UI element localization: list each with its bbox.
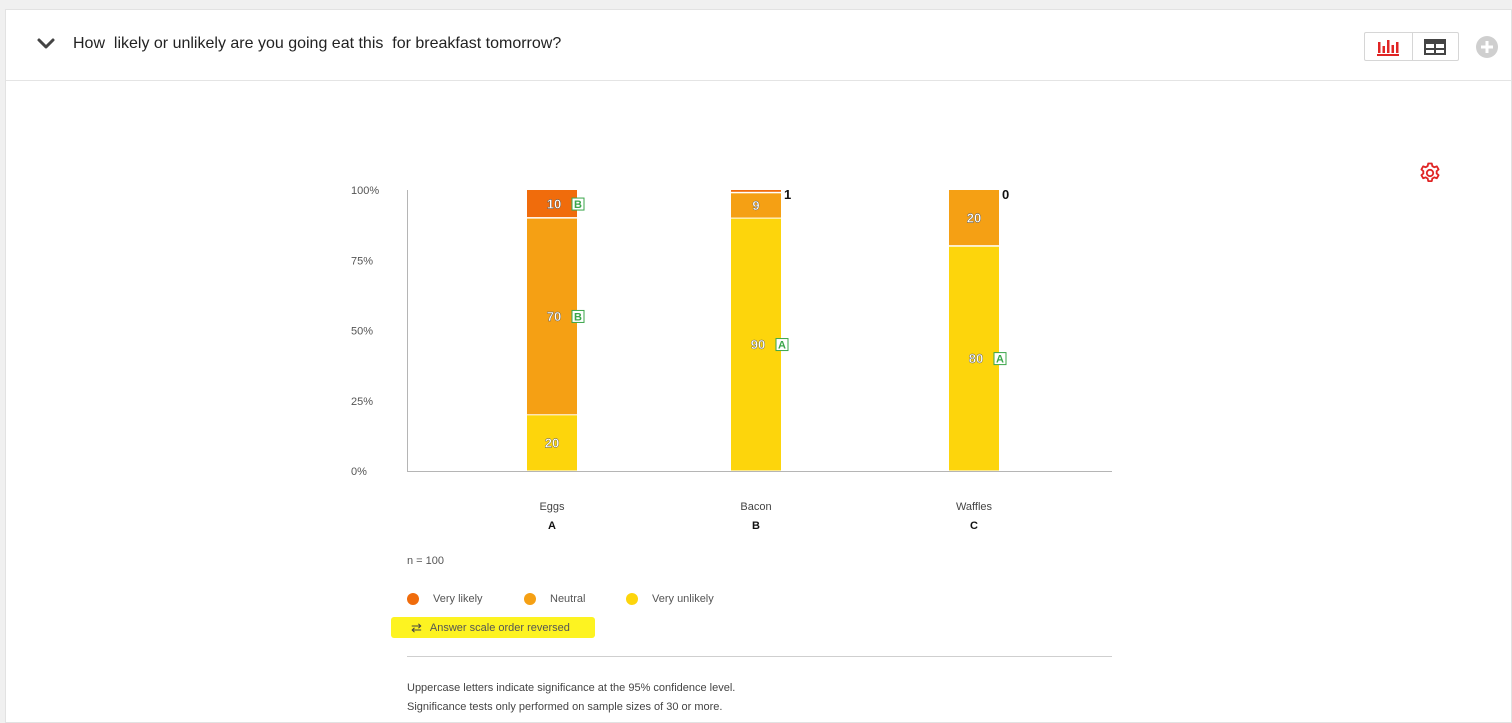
footnote-sample-size: Significance tests only performed on sam…	[407, 701, 723, 713]
bar-segment	[731, 193, 781, 218]
x-category-letter: A	[548, 520, 556, 532]
bar-segment	[527, 415, 577, 471]
data-label: 90	[751, 337, 765, 352]
bar-segment	[527, 218, 577, 415]
table-view-button[interactable]	[1411, 33, 1459, 60]
significance-letter: A	[996, 354, 1004, 366]
bar-segment	[731, 190, 781, 192]
question-card: How likely or unlikely are you going eat…	[5, 9, 1512, 723]
data-label: 0	[1002, 187, 1009, 202]
plus-circle-icon[interactable]	[1475, 35, 1499, 59]
y-tick-label: 50%	[351, 326, 373, 338]
x-category-letter: C	[970, 520, 978, 532]
significance-badge	[775, 338, 789, 352]
legend-label-neutral: Neutral	[550, 593, 586, 605]
significance-badge	[993, 352, 1007, 366]
y-tick-label: 0%	[351, 466, 367, 478]
y-tick-label: 100%	[351, 185, 379, 197]
x-category-label: Eggs	[539, 501, 565, 513]
card-header: How likely or unlikely are you going eat…	[6, 10, 1511, 81]
stacked-bar-chart: 0% 25% 50% 75% 100% 20 70 B 10 B Eggs A 90 A 9 1 Bacon B 8…	[351, 185, 1112, 532]
divider	[407, 656, 1112, 657]
bar-chart-icon	[1377, 39, 1400, 56]
legend-dot-very-likely	[407, 593, 419, 605]
reversed-note-label: Answer scale order reversed	[429, 621, 570, 634]
legend-dot-very-unlikely	[626, 593, 638, 605]
y-tick-label: 75%	[351, 255, 373, 267]
table-icon	[1424, 38, 1447, 55]
answer-scale-reversed-note[interactable]: ⇄ Answer scale order reversed	[391, 617, 595, 638]
data-label: 9	[752, 198, 759, 213]
data-label: 20	[545, 435, 559, 450]
significance-letter: A	[778, 340, 786, 352]
bar-segment	[527, 190, 577, 218]
bar-segment	[949, 246, 999, 471]
footnote-significance: Uppercase letters indicate significance …	[407, 682, 736, 694]
significance-badge	[571, 197, 585, 211]
legend-dot-neutral	[524, 593, 536, 605]
significance-badge	[571, 309, 585, 323]
data-label: 1	[784, 187, 791, 202]
chevron-down-icon[interactable]	[34, 34, 58, 54]
legend-very-unlikely: Very unlikely	[626, 589, 714, 609]
gear-icon[interactable]	[1418, 161, 1442, 185]
sample-size: n = 100	[407, 555, 445, 567]
legend-label-very-likely: Very likely	[433, 593, 483, 605]
data-label: 10	[547, 197, 561, 212]
x-category-letter: B	[752, 520, 760, 532]
x-category-label: Waffles	[956, 501, 993, 513]
question-title: How likely or unlikely are you going eat…	[73, 35, 562, 52]
view-toggle	[1364, 32, 1459, 61]
x-category-label: Bacon	[740, 501, 771, 513]
legend-neutral: Neutral	[524, 589, 585, 609]
y-tick-label: 25%	[351, 396, 373, 408]
data-label: 20	[967, 211, 981, 226]
data-label: 80	[969, 351, 983, 366]
data-label: 70	[547, 309, 561, 324]
legend-label-very-unlikely: Very unlikely	[652, 593, 714, 605]
chart-view-button[interactable]	[1365, 33, 1412, 60]
swap-arrows-icon: ⇄	[411, 619, 422, 635]
significance-letter: B	[574, 311, 582, 323]
significance-letter: B	[574, 199, 582, 211]
bar-segment	[731, 218, 781, 471]
legend-very-likely: Very likely	[407, 589, 483, 609]
bar-segment	[949, 190, 999, 246]
